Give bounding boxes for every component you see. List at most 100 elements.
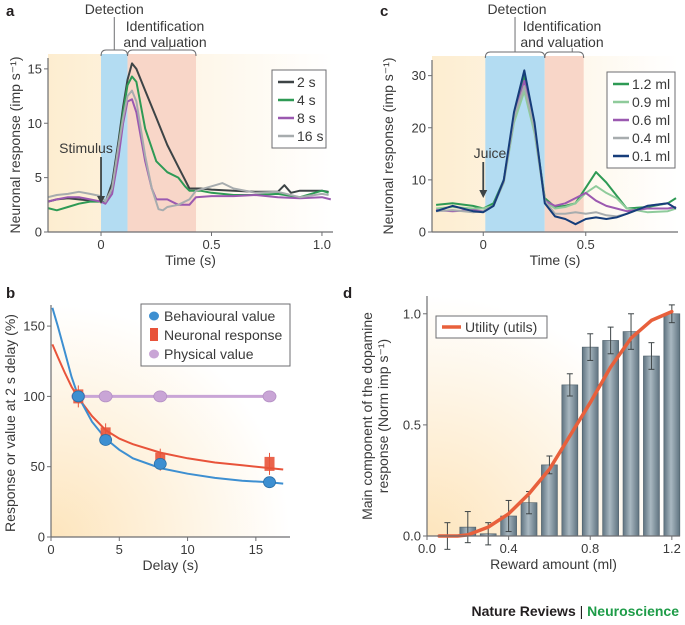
x-tick-label: 1.0 bbox=[313, 237, 331, 252]
stimulus-arrow-head bbox=[479, 190, 488, 198]
physical-value-point bbox=[98, 390, 113, 403]
panel-letter: d bbox=[343, 285, 352, 302]
series-line-16-s bbox=[47, 89, 329, 212]
x-tick-label: 0.5 bbox=[577, 237, 595, 252]
x-axis-label: Time (s) bbox=[165, 252, 216, 268]
y-axis-label: response (Norm imp s⁻¹) bbox=[375, 339, 391, 493]
legend-label: 1.2 ml bbox=[632, 76, 670, 92]
neuronal-response-point bbox=[264, 456, 275, 471]
x-tick-label: 10 bbox=[180, 542, 194, 557]
x-tick-label: 0.5 bbox=[202, 237, 220, 252]
y-tick-label: 20 bbox=[412, 120, 426, 135]
legend-label: 8 s bbox=[297, 110, 316, 126]
legend-label: 2 s bbox=[297, 74, 316, 90]
x-axis-label: Time (s) bbox=[530, 252, 581, 268]
utility-curve bbox=[437, 309, 674, 538]
x-tick-label: 0 bbox=[47, 542, 54, 557]
valuation-brace bbox=[127, 49, 197, 57]
x-axis-label: Delay (s) bbox=[142, 557, 198, 573]
panel-d: 0.0 0.5 1.0 0.0 0.4 0.8 1.2 Reward amount (ml) M… bbox=[343, 285, 681, 572]
x-tick-label: 15 bbox=[249, 542, 263, 557]
panel-letter: c bbox=[380, 3, 388, 20]
bar bbox=[643, 355, 660, 537]
y-axis-label: Neuronal response (imp s⁻¹) bbox=[380, 57, 396, 234]
physical-value-point bbox=[153, 390, 168, 403]
y-tick-label: 5 bbox=[35, 170, 42, 185]
valuation-label: and valuation bbox=[123, 34, 206, 50]
x-tick-label: 5 bbox=[116, 542, 123, 557]
behavioural-value-point bbox=[71, 390, 85, 403]
legend-label: Physical value bbox=[164, 346, 254, 362]
legend-marker bbox=[149, 349, 159, 359]
identification-label: Identification bbox=[523, 18, 602, 34]
behavioural-value-point bbox=[153, 457, 167, 470]
y-axis-label: Neuronal response (imp s⁻¹) bbox=[7, 56, 23, 233]
legend-label: 16 s bbox=[297, 128, 323, 144]
behavioural-value-point bbox=[263, 476, 276, 489]
y-tick-label: 0 bbox=[419, 225, 426, 240]
y-tick-label: 0 bbox=[35, 225, 42, 240]
legend-box bbox=[140, 303, 291, 367]
legend-label: Behavioural value bbox=[164, 308, 276, 324]
x-tick-label: 0 bbox=[480, 237, 487, 252]
bar bbox=[581, 346, 599, 537]
y-tick-label: 0 bbox=[38, 530, 45, 545]
stimulus-label: Stimulus bbox=[59, 140, 113, 156]
y-tick-label: 30 bbox=[412, 68, 426, 83]
identification-label: Identification bbox=[126, 18, 205, 34]
journal-subject: Neuroscience bbox=[587, 603, 679, 619]
behavioural-value-point bbox=[99, 434, 113, 446]
y-tick-label: 100 bbox=[23, 389, 45, 404]
journal-footer: Nature Reviews | Neuroscience bbox=[471, 603, 679, 619]
footer-separator: | bbox=[579, 603, 584, 619]
legend-marker bbox=[150, 328, 158, 341]
stimulus-label: Juice bbox=[474, 145, 507, 161]
valuation-label: and valuation bbox=[520, 34, 603, 50]
y-tick-label: 150 bbox=[23, 319, 45, 334]
physical-value-point bbox=[262, 390, 277, 403]
behavioural-fit-curve bbox=[51, 307, 284, 485]
valuation-brace bbox=[544, 51, 585, 59]
series-line-8-s bbox=[47, 98, 332, 206]
bar bbox=[622, 331, 640, 537]
y-tick-label: 1.0 bbox=[403, 306, 421, 321]
y-tick-label: 50 bbox=[31, 459, 45, 474]
y-tick-label: 0.5 bbox=[403, 417, 421, 432]
detection-label: Detection bbox=[487, 1, 546, 17]
x-tick-label: 0.4 bbox=[500, 541, 518, 556]
bar bbox=[561, 384, 579, 537]
panel-letter: a bbox=[6, 3, 15, 20]
legend-label: Utility (utils) bbox=[465, 319, 537, 335]
bar bbox=[663, 313, 681, 537]
series-line-0.1-ml bbox=[435, 69, 677, 226]
y-axis-label: Main component of the dopamine bbox=[359, 312, 375, 520]
neuronal-fit-curve bbox=[51, 344, 284, 471]
legend-marker bbox=[149, 311, 159, 321]
y-tick-label: 10 bbox=[28, 116, 42, 131]
panel-letter: b bbox=[6, 285, 15, 302]
series-line-0.9-ml bbox=[436, 90, 677, 214]
legend-label: 4 s bbox=[297, 92, 316, 108]
y-tick-label: 0.0 bbox=[403, 529, 421, 544]
legend-label: Neuronal response bbox=[164, 327, 283, 343]
x-tick-label: 0.0 bbox=[418, 541, 436, 556]
detection-label: Detection bbox=[85, 1, 144, 17]
legend-box bbox=[435, 315, 548, 339]
y-tick-label: 15 bbox=[28, 61, 42, 76]
stimulus-arrow-head bbox=[97, 196, 106, 204]
legend-label: 0.6 ml bbox=[632, 112, 670, 128]
journal-name: Nature Reviews bbox=[471, 603, 576, 619]
x-tick-label: 1.2 bbox=[663, 541, 681, 556]
x-axis-label: Reward amount (ml) bbox=[490, 556, 617, 572]
legend-label: 0.1 ml bbox=[632, 148, 670, 164]
x-tick-label: 0 bbox=[97, 237, 104, 252]
legend-label: 0.4 ml bbox=[632, 130, 670, 146]
legend-label: 0.9 ml bbox=[632, 94, 670, 110]
y-tick-label: 10 bbox=[412, 172, 426, 187]
panel-b: 0 50 100 150 0 5 10 15 Delay (s) Response or valu… bbox=[2, 285, 291, 573]
x-tick-label: 0.8 bbox=[581, 541, 599, 556]
y-axis-label: Response or value at 2 s delay (%) bbox=[2, 314, 18, 532]
